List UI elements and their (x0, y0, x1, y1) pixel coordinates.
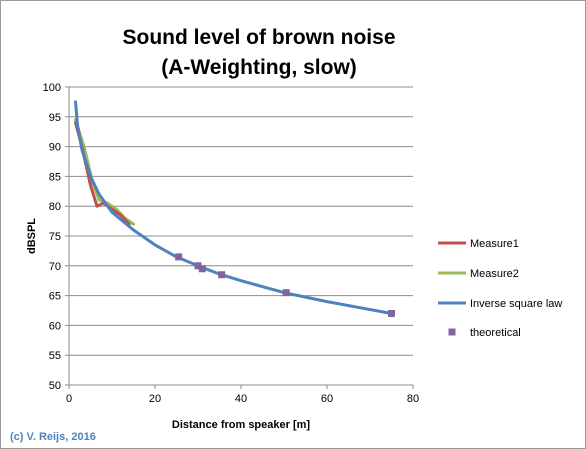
point-theoretical (388, 309, 395, 317)
legend: Measure1 Measure2 Inverse square law theore… (438, 238, 562, 339)
legend-swatch-theoretical (448, 328, 456, 336)
y-tick-label: 95 (49, 112, 61, 124)
point-theoretical (218, 271, 226, 279)
x-tick-label: 80 (407, 393, 419, 405)
point-theoretical (198, 265, 206, 273)
point-theoretical (282, 289, 290, 297)
y-tick-label: 75 (49, 231, 61, 243)
copyright-credit: (c) V. Reijs, 2016 (10, 431, 96, 443)
x-tick-label: 0 (66, 393, 72, 405)
y-tick-label: 100 (43, 82, 61, 94)
y-tick-label: 80 (49, 201, 61, 213)
x-axis-title: Distance from speaker [m] (172, 419, 310, 431)
y-tick-label: 55 (49, 350, 61, 362)
y-axis-title: dBSPL (26, 218, 38, 254)
grid-layer (69, 86, 413, 356)
series-line-measure2 (74, 118, 135, 226)
y-tick-label: 60 (49, 320, 61, 332)
y-tick-label: 70 (49, 261, 61, 273)
point-theoretical (175, 253, 183, 261)
chart-subtitle: (A-Weighting, slow) (161, 56, 357, 79)
legend-label-measure2: Measure2 (470, 268, 519, 280)
x-tick-label: 60 (321, 393, 333, 405)
legend-label-theoretical: theoretical (470, 327, 521, 339)
y-tick-label: 90 (49, 142, 61, 154)
legend-label-measure1: Measure1 (470, 238, 519, 250)
series-line-inverse-square-law (74, 100, 393, 315)
y-tick-label: 65 (49, 291, 61, 303)
point-theoretical (194, 262, 202, 270)
x-tick-label: 40 (235, 393, 247, 405)
series-layer (74, 100, 395, 317)
legend-label-inverse-square-law: Inverse square law (470, 298, 562, 310)
chart-title: Sound level of brown noise (122, 26, 395, 49)
y-tick-label: 85 (49, 171, 61, 183)
y-tick-label: 50 (49, 380, 61, 392)
axis-layer: 50 55 60 65 70 75 80 85 90 95 100 0 20 40 60 80 (43, 82, 419, 405)
x-tick-label: 20 (149, 393, 161, 405)
series-line-measure1 (74, 121, 131, 226)
